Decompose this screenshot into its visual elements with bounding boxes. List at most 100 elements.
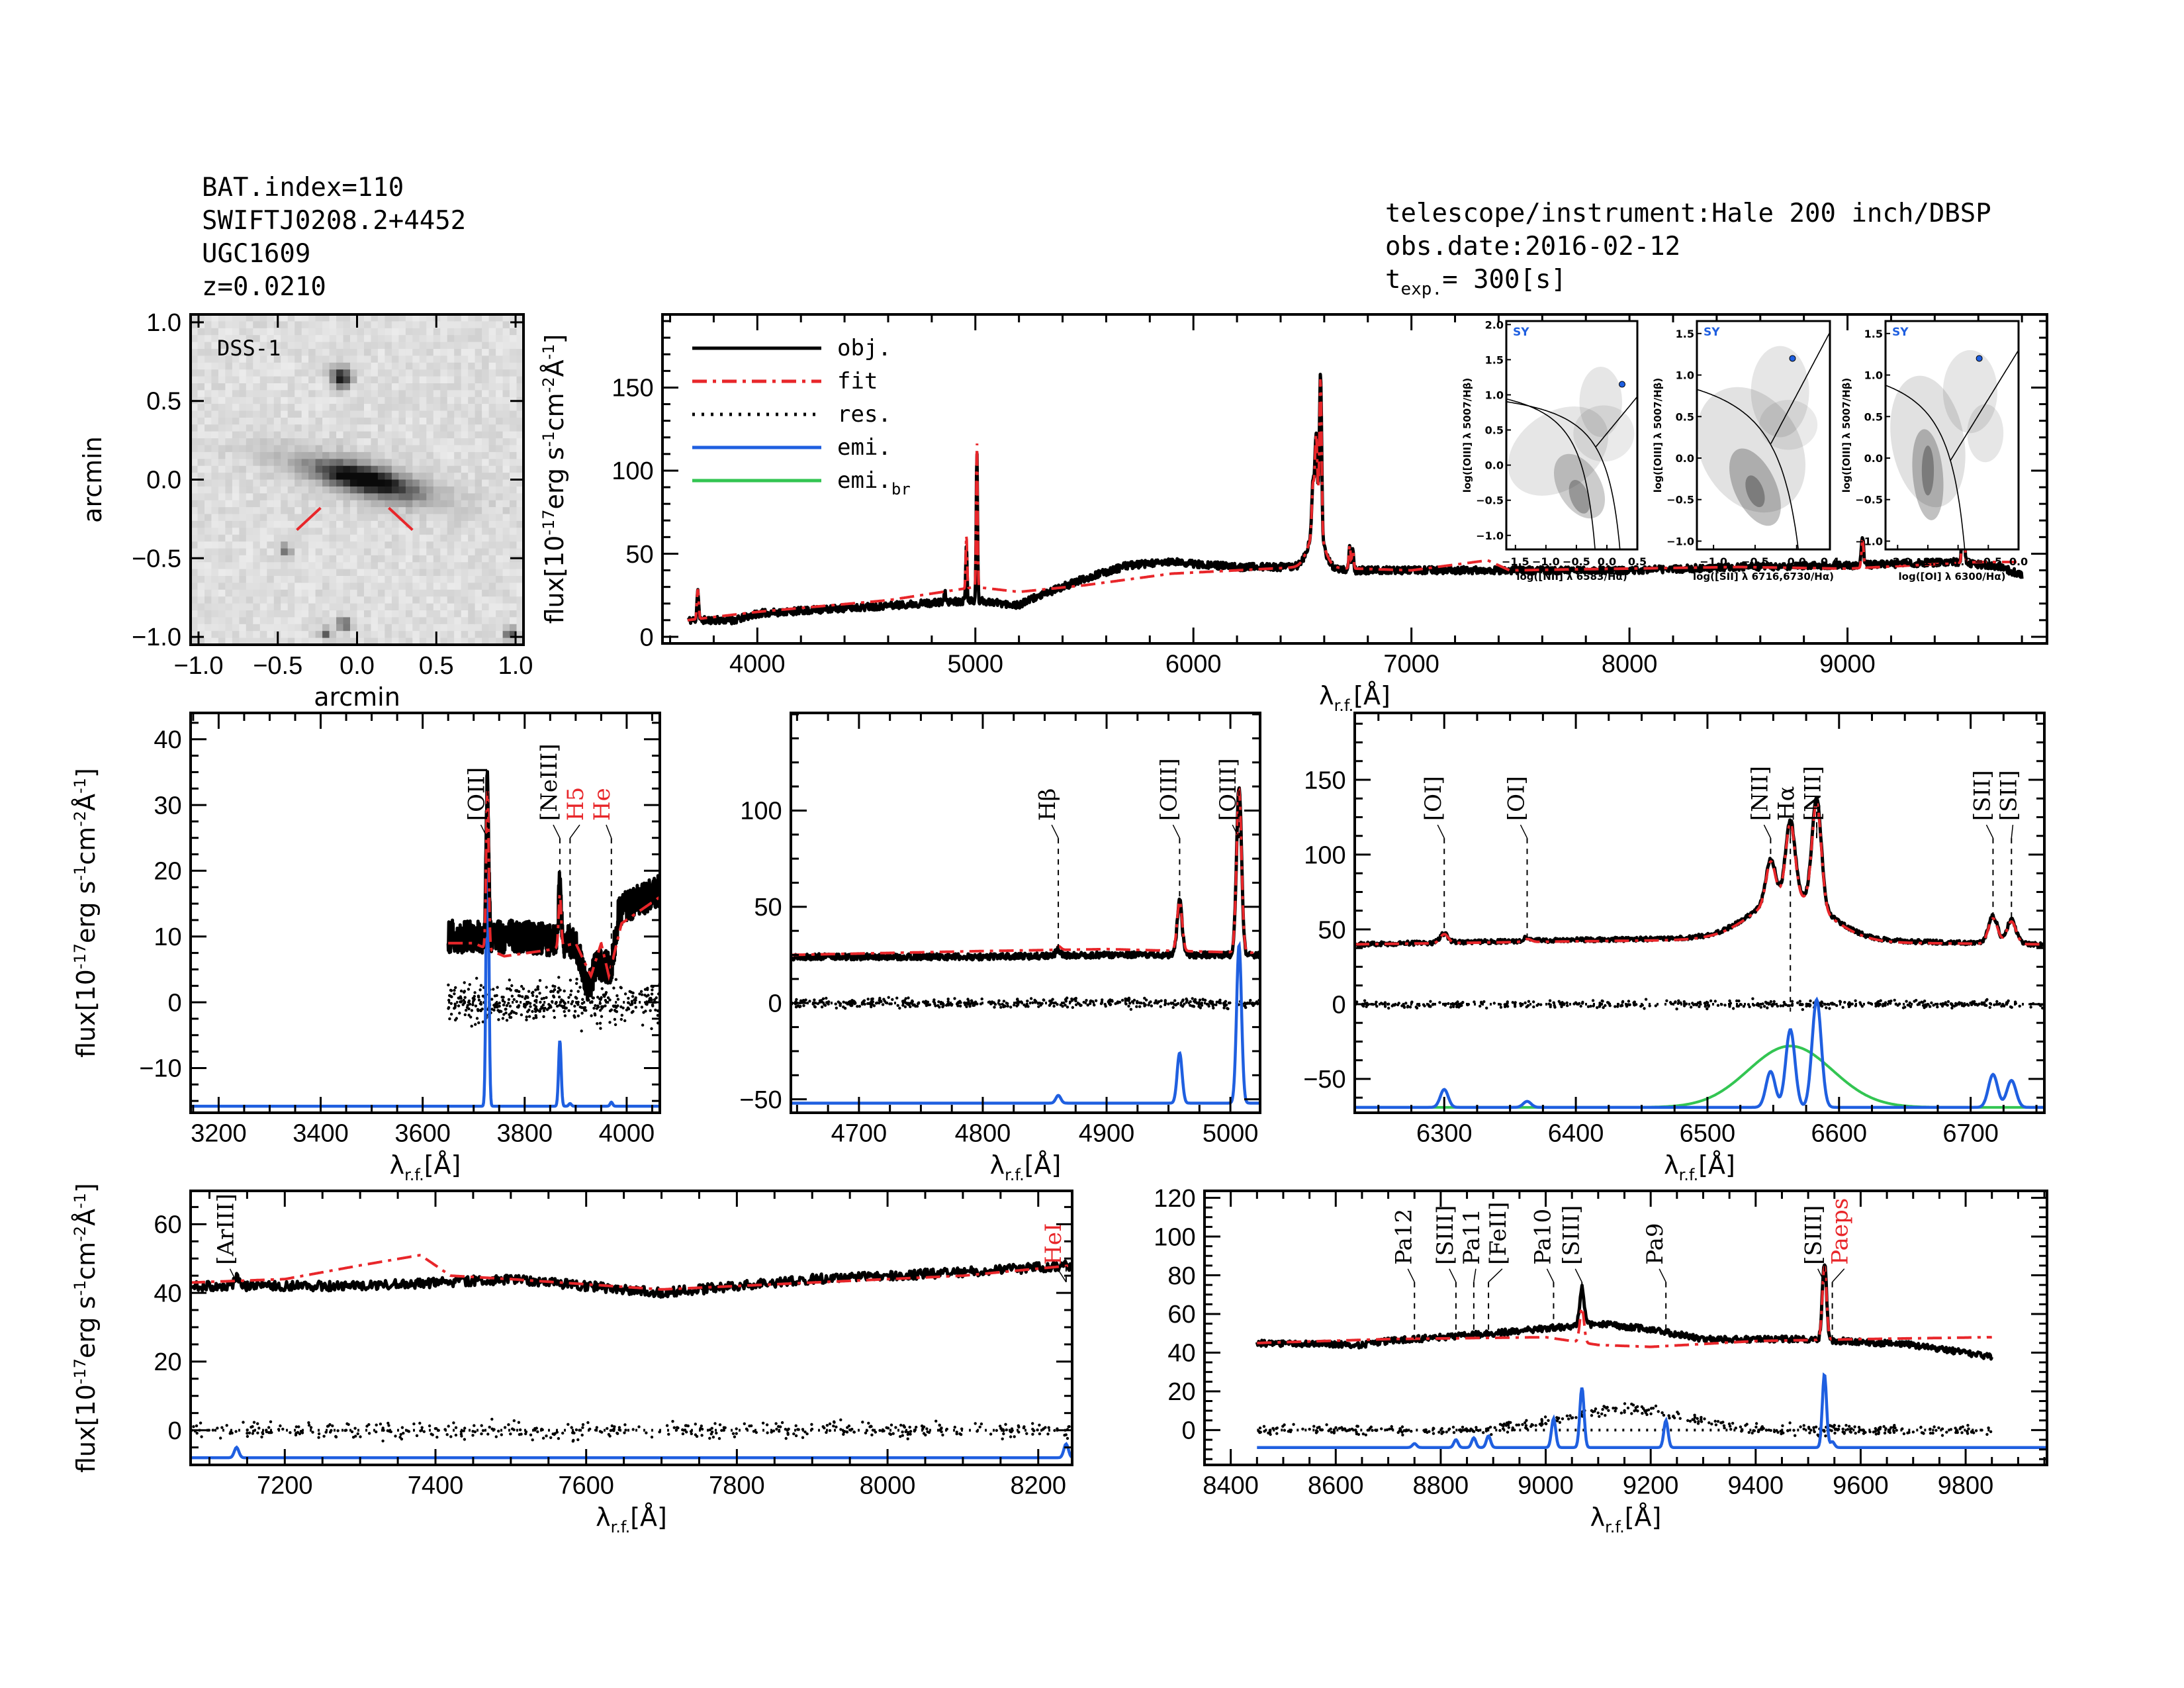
- flux-label-part: erg s: [71, 881, 101, 943]
- dss-pixel: [301, 562, 309, 570]
- dss-pixel: [475, 335, 482, 343]
- residual-point: [839, 1004, 842, 1008]
- dss-pixel: [259, 390, 267, 398]
- dss-pixel: [211, 576, 219, 583]
- residual-point: [1940, 1004, 1944, 1008]
- residual-point: [1987, 1426, 1990, 1430]
- residual-point: [1737, 999, 1741, 1003]
- dss-pixel: [371, 507, 379, 515]
- residual-point: [1679, 1001, 1682, 1005]
- dss-pixel: [385, 465, 392, 473]
- dss-pixel: [211, 328, 219, 336]
- emi-line: [1257, 1372, 2047, 1449]
- residual-point: [1905, 1000, 1908, 1003]
- residual-point: [681, 1428, 684, 1432]
- residual-point: [1387, 1002, 1390, 1006]
- dss-pixel: [191, 562, 199, 570]
- dss-pixel: [308, 576, 316, 583]
- residual-point: [1053, 1429, 1056, 1432]
- residual-point: [1826, 1002, 1829, 1006]
- dss-pixel: [426, 438, 434, 446]
- dss-pixel: [322, 328, 330, 336]
- residual-point: [365, 1425, 369, 1428]
- dss-pixel: [253, 417, 261, 425]
- dss-pixel: [377, 541, 385, 549]
- dss-pixel: [454, 631, 462, 639]
- dss-pixel: [197, 451, 205, 459]
- dss-pixel: [329, 349, 337, 356]
- dss-pixel: [232, 445, 240, 453]
- main-spectrum-plot-area: [686, 373, 2024, 626]
- dss-pixel: [419, 479, 427, 487]
- dss-pixel: [350, 637, 358, 645]
- dss-pixel: [461, 355, 469, 363]
- y-tick-label: 100: [612, 457, 653, 485]
- residual-point: [1796, 1001, 1799, 1005]
- dss-pixel: [225, 451, 233, 459]
- dss-pixel: [391, 507, 399, 515]
- dss-pixel: [205, 603, 212, 611]
- dss-pixel: [225, 631, 233, 639]
- residual-point: [1375, 1429, 1378, 1432]
- residual-point: [650, 992, 654, 996]
- dss-pixel: [315, 438, 323, 446]
- dss-pixel: [343, 555, 351, 563]
- residual-point: [921, 1000, 925, 1004]
- dss-pixel: [281, 369, 289, 377]
- density-contour: [1942, 350, 1998, 434]
- residual-point: [889, 1432, 893, 1436]
- residual-point: [575, 1001, 578, 1004]
- dss-pixel: [308, 507, 316, 515]
- dss-pixel: [440, 355, 448, 363]
- residual-point: [940, 1430, 943, 1434]
- dss-pixel: [329, 431, 337, 439]
- dss-pixel: [412, 342, 420, 350]
- dss-pixel: [447, 583, 455, 590]
- residual-point: [850, 1427, 854, 1431]
- dss-pixel: [357, 390, 365, 398]
- dss-pixel: [246, 528, 253, 536]
- dss-pixel: [343, 624, 351, 632]
- residual-point: [289, 1431, 292, 1434]
- residual-point: [917, 1001, 921, 1005]
- dss-pixel: [315, 500, 323, 508]
- dss-pixel: [315, 431, 323, 439]
- residual-point: [551, 1432, 555, 1436]
- emi-line: [191, 1441, 1072, 1460]
- residual-point: [1492, 1002, 1496, 1005]
- residual-point: [1673, 1001, 1676, 1004]
- dss-pixel: [205, 500, 212, 508]
- dss-pixel: [447, 335, 455, 343]
- dss-pixel: [391, 431, 399, 439]
- dss-pixel: [259, 335, 267, 343]
- residual-point: [1534, 1424, 1537, 1427]
- residual-point: [1703, 1417, 1706, 1421]
- dss-pixel: [461, 431, 469, 439]
- dss-pixel: [350, 534, 358, 542]
- residual-point: [256, 1431, 259, 1434]
- dss-pixel: [308, 390, 316, 398]
- residual-point: [874, 1002, 878, 1005]
- residual-point: [467, 1013, 471, 1017]
- residual-point: [331, 1424, 334, 1428]
- dss-pixel: [350, 541, 358, 549]
- y-tick-label: 0: [168, 989, 182, 1017]
- dss-pixel: [412, 355, 420, 363]
- dss-pixel: [253, 355, 261, 363]
- dss-pixel: [267, 397, 275, 404]
- dss-pixel: [377, 473, 385, 481]
- dss-pixel: [308, 328, 316, 336]
- residual-point: [1129, 1008, 1133, 1011]
- dss-pixel: [468, 362, 476, 370]
- dss-pixel: [205, 424, 212, 432]
- residual-point: [1643, 1007, 1646, 1010]
- dss-pixel: [218, 438, 226, 446]
- residual-point: [1214, 1003, 1218, 1007]
- bpt-class-label: SY: [1704, 326, 1720, 339]
- halpha-region-plot-area: [1355, 796, 2044, 1109]
- dss-pixel: [308, 486, 316, 494]
- dss-pixel: [343, 541, 351, 549]
- residual-point: [835, 1425, 838, 1429]
- residual-point: [477, 996, 480, 999]
- residual-point: [1002, 1004, 1005, 1008]
